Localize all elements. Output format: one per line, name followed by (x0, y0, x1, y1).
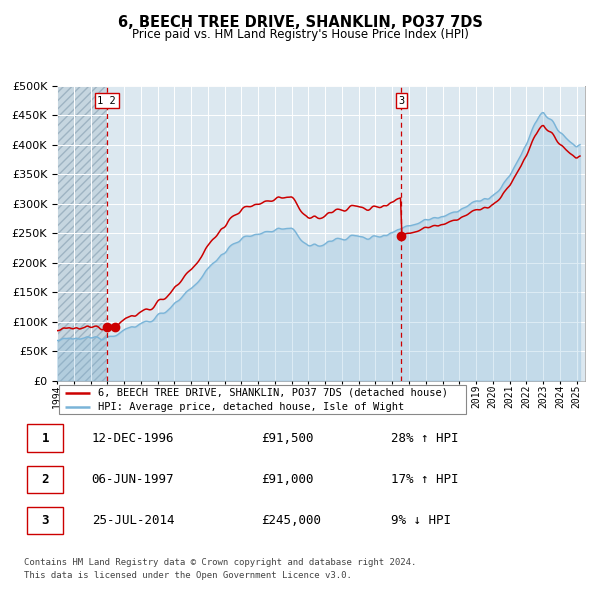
Bar (57, 86, 107, 381)
Text: Price paid vs. HM Land Registry's House Price Index (HPI): Price paid vs. HM Land Registry's House … (131, 28, 469, 41)
Text: 06-JUN-1997: 06-JUN-1997 (92, 473, 174, 486)
Text: 6, BEECH TREE DRIVE, SHANKLIN, PO37 7DS: 6, BEECH TREE DRIVE, SHANKLIN, PO37 7DS (118, 15, 482, 30)
Text: £245,000: £245,000 (261, 514, 321, 527)
Text: £91,500: £91,500 (261, 431, 313, 445)
Text: 17% ↑ HPI: 17% ↑ HPI (391, 473, 458, 486)
Text: 2: 2 (41, 473, 49, 486)
Text: This data is licensed under the Open Government Licence v3.0.: This data is licensed under the Open Gov… (24, 571, 352, 579)
Bar (27, 466, 64, 493)
Bar (27, 424, 64, 452)
Text: 12-DEC-1996: 12-DEC-1996 (92, 431, 174, 445)
Text: HPI: Average price, detached house, Isle of Wight: HPI: Average price, detached house, Isle… (98, 402, 404, 412)
Text: 25-JUL-2014: 25-JUL-2014 (92, 514, 174, 527)
Text: 1 2: 1 2 (97, 96, 116, 106)
Text: 9% ↓ HPI: 9% ↓ HPI (391, 514, 451, 527)
Text: 3: 3 (41, 514, 49, 527)
Text: 6, BEECH TREE DRIVE, SHANKLIN, PO37 7DS (detached house): 6, BEECH TREE DRIVE, SHANKLIN, PO37 7DS … (98, 388, 448, 398)
Bar (27, 507, 64, 535)
Text: 3: 3 (398, 96, 404, 106)
Text: Contains HM Land Registry data © Crown copyright and database right 2024.: Contains HM Land Registry data © Crown c… (24, 558, 416, 566)
Text: 28% ↑ HPI: 28% ↑ HPI (391, 431, 458, 445)
Text: 1: 1 (41, 431, 49, 445)
Text: £91,000: £91,000 (261, 473, 313, 486)
